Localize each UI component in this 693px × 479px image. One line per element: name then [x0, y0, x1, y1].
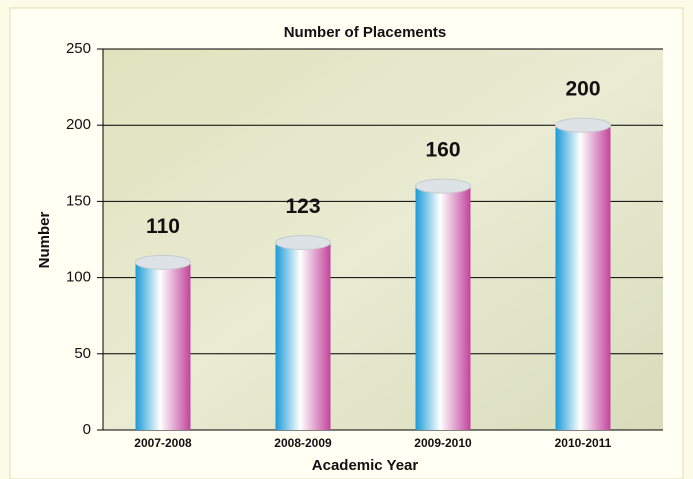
value-label: 200	[565, 78, 600, 101]
bar	[276, 243, 331, 430]
y-tick-label: 250	[66, 40, 91, 57]
bar-cap	[416, 179, 471, 193]
y-tick-label: 0	[83, 421, 91, 438]
bar-cap	[136, 255, 191, 269]
bar	[556, 125, 611, 430]
chart: Number of Placements Academic Year Numbe…	[0, 0, 693, 479]
y-tick-label: 100	[66, 269, 91, 286]
value-label: 123	[285, 195, 320, 218]
chart-title: Number of Placements	[284, 24, 447, 41]
x-tick-label: 2008-2009	[274, 436, 332, 450]
y-axis-label: Number	[36, 212, 53, 269]
bar	[416, 186, 471, 430]
x-tick-label: 2007-2008	[134, 436, 192, 450]
y-tick-label: 200	[66, 116, 91, 133]
value-label: 110	[146, 215, 180, 238]
bar	[136, 262, 191, 430]
y-tick-label: 50	[74, 345, 91, 362]
y-tick-label: 150	[66, 192, 91, 209]
x-tick-label: 2010-2011	[555, 436, 612, 450]
x-tick-label: 2009-2010	[414, 436, 472, 450]
value-label: 160	[425, 139, 460, 162]
x-axis-label: Academic Year	[312, 457, 419, 474]
bar-cap	[556, 118, 611, 132]
bar-cap	[276, 236, 331, 250]
